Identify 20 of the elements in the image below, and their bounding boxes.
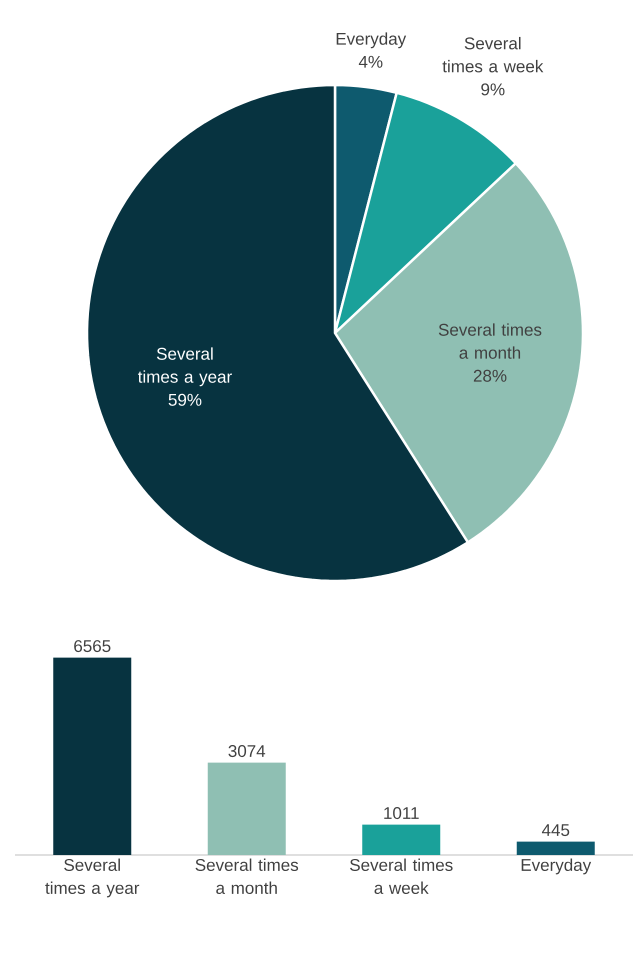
bar — [53, 658, 132, 855]
bar — [362, 824, 440, 855]
data-label: 6565 — [74, 640, 110, 652]
bar — [516, 842, 595, 855]
x-tick-label: Several times a year — [45, 858, 139, 898]
x-tick-label: Several times a month — [195, 858, 298, 894]
data-label: 59% — [168, 394, 202, 406]
data-label: 1011 — [384, 807, 418, 820]
data-label: 9% — [481, 83, 504, 96]
slice-label: Everyday — [336, 32, 406, 48]
x-tick-label: Everyday — [521, 858, 591, 874]
x-tick-label: Several times a week — [350, 858, 452, 894]
data-label: 3074 — [228, 745, 265, 758]
slice-label: Several times a month — [438, 323, 542, 359]
slice-label: Several times a week — [442, 36, 544, 72]
data-label: 4% — [358, 56, 382, 68]
data-label: 28% — [474, 370, 506, 382]
data-label: 445 — [542, 824, 569, 836]
slice-label: Several times a year — [138, 347, 232, 386]
bar — [208, 762, 286, 855]
